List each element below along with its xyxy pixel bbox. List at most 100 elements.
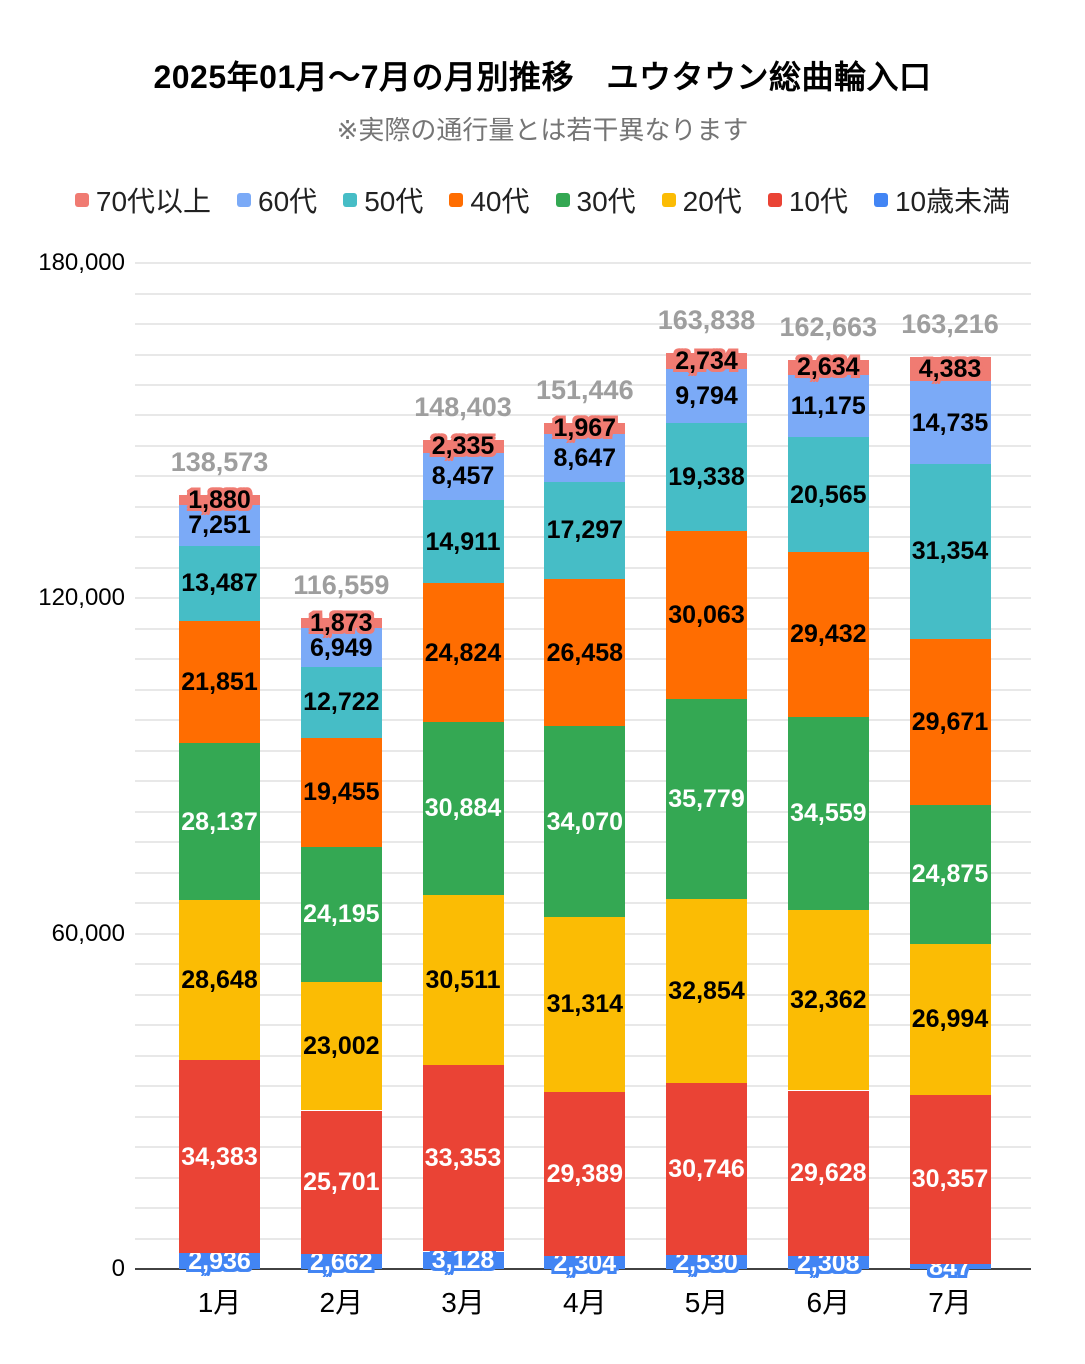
bar-segment-thirties <box>422 722 504 895</box>
x-axis-label: 3月 <box>441 1287 485 1318</box>
gridline <box>135 353 1031 356</box>
bar-segment-twenties <box>787 909 869 1091</box>
segment-label-thirties: 34,070 <box>546 807 624 836</box>
gridline <box>135 323 1031 325</box>
bar-segment-twenties <box>909 943 991 1095</box>
segment-label-thirties: 30,884 <box>424 794 502 823</box>
segment-label-forties: 21,851 <box>181 668 258 696</box>
legend-item-under-10: 10歳未満 <box>873 180 1011 220</box>
bar-segment-fifties <box>422 499 504 584</box>
segment-label-forties: 29,432 <box>790 620 867 649</box>
chart-title: 2025年01月〜7月の月別推移 ユウタウン総曲輪入口 <box>153 59 932 95</box>
total-label: 162,663 <box>779 311 878 342</box>
segment-label-twenties: 23,002 <box>303 1032 380 1061</box>
segment-label-twenties: 28,648 <box>181 966 258 995</box>
x-axis-label: 2月 <box>319 1287 364 1318</box>
bar-segment-under-10 <box>787 1256 869 1269</box>
legend-label: 40代 <box>470 186 530 217</box>
bar-segment-thirties <box>179 743 260 901</box>
total-label: 138,573 <box>170 446 269 477</box>
x-axis-label: 5月 <box>684 1287 729 1318</box>
segment-label-teens: 29,389 <box>546 1160 624 1188</box>
segment-label-sixties: 8,647 <box>553 443 617 472</box>
legend-item-sixties: 60代 <box>237 180 317 220</box>
segment-label-twenties: 32,362 <box>790 986 867 1015</box>
bar-segment-seventies-plus <box>787 359 869 375</box>
segment-label-thirties: 34,559 <box>790 799 867 828</box>
segment-label-fifties: 20,565 <box>790 480 867 509</box>
bar-segment-forties <box>422 583 504 722</box>
segment-label-twenties: 32,854 <box>668 977 745 1006</box>
legend-swatch-icon <box>661 193 676 207</box>
segment-label-teens: 34,383 <box>181 1142 258 1171</box>
legend-label: 10歳未満 <box>894 186 1011 217</box>
bar-segment-under-10 <box>422 1251 504 1269</box>
bar-segment-thirties <box>909 804 991 944</box>
bar-segment-under-10 <box>666 1254 747 1269</box>
segment-label-teens: 30,357 <box>911 1165 989 1194</box>
bar-segment-sixties <box>544 433 626 482</box>
legend-item-thirties: 30代 <box>555 180 636 220</box>
bar-segment-forties <box>787 552 869 717</box>
bar-segment-fifties <box>300 666 382 738</box>
bar-segment-sixties <box>300 628 382 667</box>
gridline <box>135 262 1031 264</box>
bar-segment-twenties <box>666 899 747 1083</box>
segment-label-seventies-plus: 4,383 <box>918 355 982 384</box>
segment-label-forties: 24,824 <box>424 638 502 667</box>
segment-label-twenties: 26,994 <box>911 1005 989 1034</box>
segment-label-twenties: 30,511 <box>425 965 501 994</box>
segment-label-fifties: 17,297 <box>546 516 624 545</box>
segment-label-seventies-plus: 1,873 <box>310 608 373 637</box>
bar-segment-teens <box>544 1091 626 1257</box>
bar-segment-sixties <box>422 452 504 500</box>
legend-swatch-icon <box>555 193 570 207</box>
bar-segment-under-10 <box>300 1254 382 1269</box>
bar-segment-seventies-plus <box>422 439 504 453</box>
bar-segment-forties <box>179 620 260 743</box>
segment-label-sixties: 6,949 <box>310 633 373 662</box>
segment-label-thirties: 24,875 <box>911 860 989 889</box>
total-label: 148,403 <box>414 391 512 422</box>
total-label: 163,838 <box>657 305 756 336</box>
bar-segment-thirties <box>300 846 382 982</box>
segment-label-thirties: 28,137 <box>181 807 258 836</box>
segment-label-twenties: 31,314 <box>546 990 624 1019</box>
segment-label-seventies-plus: 1,880 <box>188 485 251 514</box>
segment-label-fifties: 14,911 <box>425 527 501 556</box>
bar-segment-under-10 <box>909 1264 991 1269</box>
legend-label: 10代 <box>788 186 848 217</box>
bar-segment-fifties <box>909 463 991 639</box>
x-axis-label: 7月 <box>928 1287 972 1318</box>
bar-segment-sixties <box>787 374 869 438</box>
segment-label-sixties: 14,735 <box>911 408 989 437</box>
bar-segment-seventies-plus <box>179 494 260 505</box>
bar-segment-sixties <box>909 381 991 464</box>
segment-label-seventies-plus: 2,634 <box>797 353 860 382</box>
bar-segment-teens <box>787 1090 869 1257</box>
segment-label-teens: 25,701 <box>303 1168 380 1197</box>
y-axis-tick-label: 0 <box>111 1255 125 1282</box>
segment-label-thirties: 35,779 <box>668 785 745 814</box>
bar-segment-fifties <box>666 423 747 532</box>
segment-label-teens: 33,353 <box>424 1144 502 1173</box>
legend-item-teens: 10代 <box>767 180 848 220</box>
legend-swatch-icon <box>74 193 89 207</box>
bar-segment-fifties <box>544 481 626 579</box>
bar-segment-forties <box>909 638 991 805</box>
legend-swatch-icon <box>237 193 252 207</box>
bar-segment-teens <box>300 1110 382 1255</box>
segment-label-forties: 26,458 <box>546 638 624 667</box>
segment-label-forties: 30,063 <box>668 601 745 630</box>
total-label: 116,559 <box>293 569 390 600</box>
segment-label-forties: 19,455 <box>303 778 380 807</box>
bar-segment-seventies-plus <box>300 617 382 629</box>
legend-swatch-icon <box>343 193 358 207</box>
x-axis-label: 1月 <box>197 1287 242 1318</box>
legend-item-fifties: 50代 <box>343 180 423 220</box>
x-axis-label: 6月 <box>806 1287 851 1318</box>
bar-segment-forties <box>544 578 626 727</box>
bar-segment-thirties <box>544 726 626 917</box>
y-axis-tick-label: 120,000 <box>38 584 125 612</box>
